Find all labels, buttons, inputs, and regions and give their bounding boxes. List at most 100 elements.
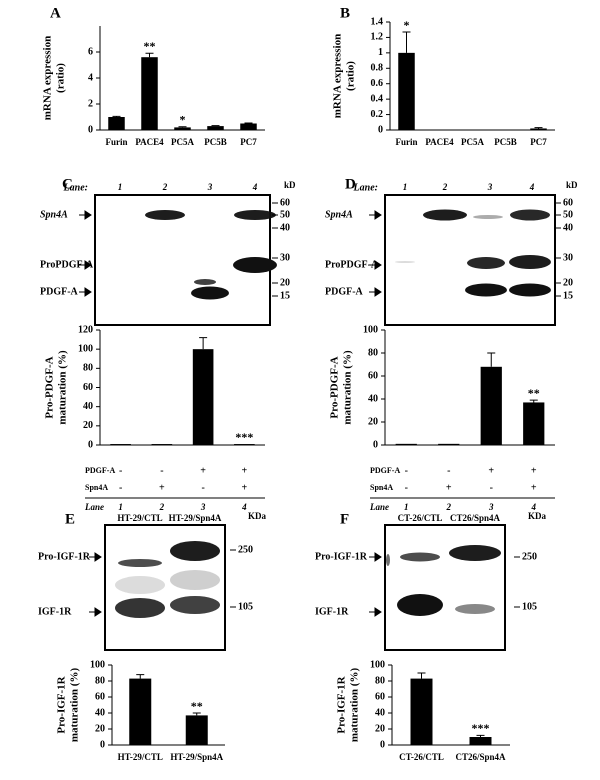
x-tick-label: PACE4: [135, 137, 164, 147]
x-tick-label: Furin: [105, 137, 127, 147]
y-axis-label: maturation (%): [57, 350, 69, 425]
marker-label: 20: [280, 277, 290, 288]
panel-label: D: [345, 176, 356, 192]
y-axis-label: (ratio): [55, 63, 67, 93]
blot-band: [455, 604, 495, 614]
panel-label: A: [50, 5, 61, 21]
significance: *: [180, 113, 186, 127]
band-arrow: [89, 607, 102, 617]
treatment-mark: -: [119, 465, 122, 476]
treatment-mark: -: [447, 465, 450, 476]
blot-band: [473, 215, 503, 219]
y-tick-label: 0: [88, 439, 93, 450]
blot-band: [170, 541, 220, 561]
y-tick-label: 40: [368, 393, 378, 404]
treatment-mark: -: [160, 465, 163, 476]
blot-frame: [384, 524, 506, 651]
error-bar: [402, 31, 411, 53]
y-tick-label: 100: [363, 324, 378, 335]
lane-label: CT26/Spn4A: [450, 513, 501, 523]
significance: **: [191, 699, 203, 713]
x-tick-label: PC7: [240, 137, 257, 147]
error-bar: [192, 712, 201, 716]
marker-label: 40: [563, 222, 573, 233]
blot-band: [115, 576, 165, 594]
treatment-mark: -: [490, 482, 493, 493]
y-tick-label: 20: [368, 416, 378, 427]
bar: [523, 402, 545, 445]
blot-band: [191, 286, 229, 300]
blot-band: [400, 552, 440, 562]
bar: [129, 678, 152, 745]
bar: [151, 444, 173, 445]
y-tick-label: 0: [373, 439, 378, 450]
marker-unit: KDa: [248, 511, 267, 521]
y-tick-label: 60: [368, 370, 378, 381]
band-label: Pro-IGF-1R: [315, 551, 368, 562]
band-arrow: [89, 552, 102, 562]
band-label: PDGF-A: [40, 286, 79, 297]
blot-band: [234, 210, 276, 220]
blot-band: [509, 283, 551, 297]
y-axis-label: maturation (%): [342, 350, 354, 425]
blot-band: [118, 559, 162, 567]
lane-label: 1: [403, 182, 408, 192]
treatment-name: Spn4A: [85, 483, 108, 492]
blot-band: [467, 257, 505, 269]
y-axis-label: maturation (%): [69, 668, 81, 743]
y-tick-label: 20: [83, 420, 93, 431]
blot-band: [395, 261, 415, 263]
band-arrow: [369, 552, 382, 562]
band-arrow: [369, 210, 382, 220]
bar: [192, 349, 214, 445]
treatment-mark: +: [200, 465, 206, 476]
band-arrow: [369, 260, 382, 270]
panel-label: C: [62, 176, 73, 192]
lane-label: 4: [529, 182, 535, 192]
y-tick-label: 1.2: [371, 32, 384, 43]
error-bar: [199, 337, 208, 350]
significance: ***: [235, 430, 253, 444]
lane-number: 4: [531, 502, 537, 512]
y-tick-label: 80: [83, 363, 93, 374]
x-tick-label: HT-29/CTL: [118, 752, 163, 762]
error-bar: [178, 126, 187, 128]
error-bar: [145, 52, 154, 58]
bar: [240, 123, 257, 130]
western-blot: [104, 524, 226, 651]
lane-label: CT-26/CTL: [398, 513, 443, 523]
y-tick-label: 100: [90, 659, 105, 670]
x-tick-label: PC7: [530, 137, 547, 147]
band-arrow: [79, 287, 92, 297]
blot-band: [397, 594, 443, 616]
blot-band: [170, 570, 220, 590]
y-tick-label: 0.4: [371, 93, 384, 104]
treatment-mark: +: [242, 465, 248, 476]
error-bar: [244, 122, 253, 124]
treatment-name: PDGF-A: [85, 466, 115, 475]
significance: ***: [472, 721, 490, 735]
y-tick-label: 20: [375, 723, 385, 734]
lane-title: Lane:: [353, 182, 378, 193]
y-tick-label: 40: [375, 707, 385, 718]
treatment-mark: +: [531, 465, 537, 476]
bar: [395, 443, 417, 445]
bar: [141, 57, 158, 131]
panel-label: E: [65, 511, 75, 527]
lane-label: HT-29/Spn4A: [169, 513, 222, 523]
y-tick-label: 0.6: [371, 78, 384, 89]
error-bar: [529, 399, 538, 403]
y-axis-label: Pro-PDGF-A: [44, 356, 56, 418]
y-tick-label: 40: [95, 707, 105, 718]
significance: **: [144, 39, 156, 53]
marker-unit: KDa: [528, 511, 547, 521]
y-tick-label: 80: [95, 675, 105, 686]
band-arrow: [369, 287, 382, 297]
bar: [207, 126, 224, 130]
y-tick-label: 100: [370, 659, 385, 670]
blot-band: [115, 598, 165, 618]
significance: **: [528, 386, 540, 400]
bar: [530, 128, 547, 130]
marker-unit: kD: [566, 180, 578, 190]
